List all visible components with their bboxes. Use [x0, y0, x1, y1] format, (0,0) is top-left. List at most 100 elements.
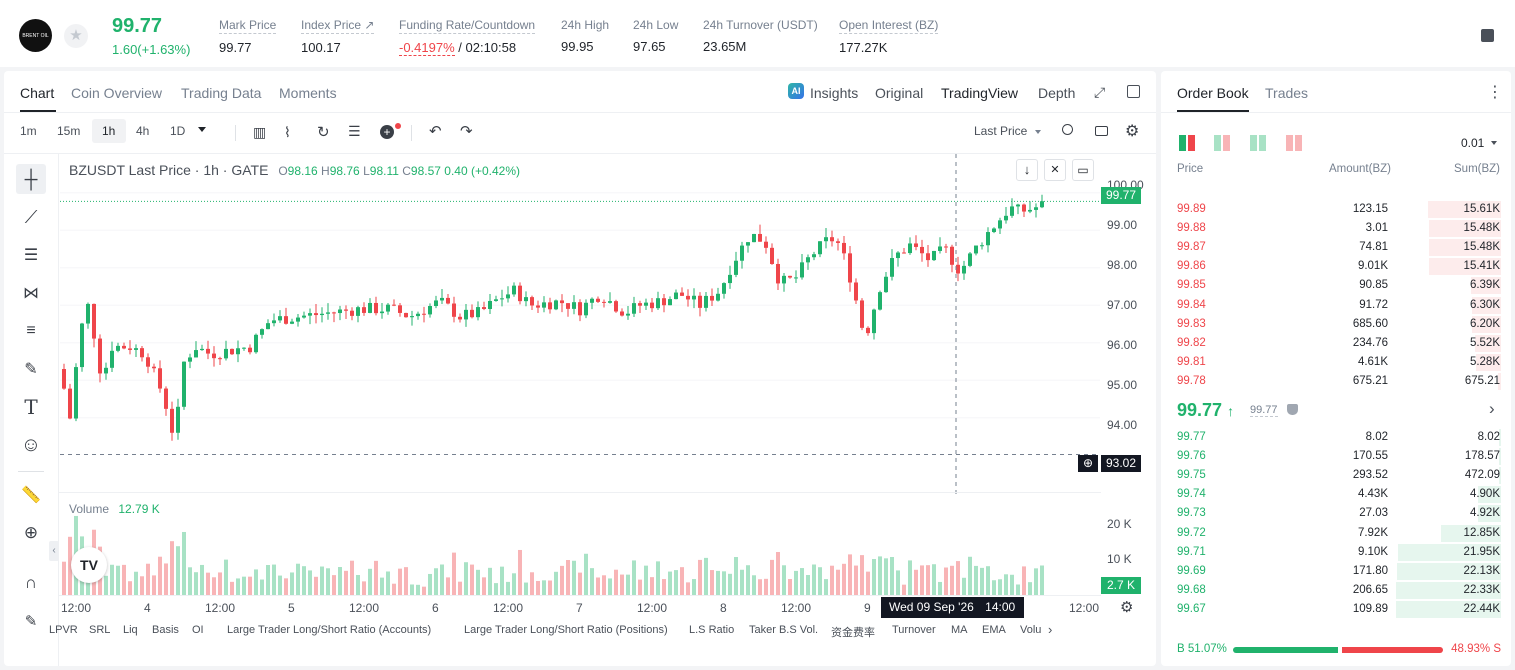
pattern-icon[interactable]: ⋈ [23, 285, 39, 302]
collapse-toolbar-icon[interactable]: ‹ [49, 541, 59, 561]
precision-select[interactable]: 0.01 [1461, 136, 1485, 150]
bid-row[interactable]: 99.68 206.65 22.33K [1161, 581, 1511, 600]
view-asks-icon[interactable] [1286, 135, 1302, 151]
brush-icon[interactable]: ✎ [24, 361, 38, 378]
tab-chart[interactable]: Chart [20, 85, 55, 101]
interval-4h[interactable]: 4h [136, 124, 150, 138]
add-alert-icon[interactable]: ⊕ [1078, 455, 1098, 472]
interval-1m[interactable]: 1m [20, 124, 37, 138]
emoji-icon[interactable]: ☺ [20, 433, 42, 456]
tab-trading-data[interactable]: Trading Data [181, 85, 262, 101]
zoom-in-icon[interactable]: ⊕ [23, 523, 39, 542]
indicator-large-trader-accounts[interactable]: Large Trader Long/Short Ratio (Accounts) [227, 624, 432, 636]
chevron-down-icon[interactable] [1035, 130, 1041, 134]
stat-index-price[interactable]: Index Price ↗ 100.17 [301, 18, 375, 55]
price-type-select[interactable]: Last Price [974, 124, 1028, 138]
candlestick-chart[interactable] [60, 154, 1100, 494]
ask-row[interactable]: 99.82 234.76 5.52K [1161, 334, 1511, 353]
crosshair-icon[interactable]: ┼ [16, 164, 46, 194]
chevron-down-icon[interactable] [198, 127, 206, 132]
tradingview-logo[interactable]: TV [71, 547, 107, 583]
ask-row[interactable]: 99.83 685.60 6.20K [1161, 315, 1511, 334]
indicator-oi[interactable]: OI [192, 624, 204, 636]
indicator-funding-rate[interactable]: 资金费率 [831, 627, 875, 639]
depth-bar [1498, 467, 1501, 485]
window-icon[interactable] [1127, 85, 1140, 98]
chevron-down-icon[interactable] [1491, 141, 1497, 145]
ask-row[interactable]: 99.78 675.21 675.21 [1161, 372, 1511, 391]
compare-icon[interactable]: ↻ [317, 124, 330, 141]
templates-icon[interactable]: ☰ [348, 123, 361, 139]
bid-row[interactable]: 99.67 109.89 22.44K [1161, 600, 1511, 619]
maximize-pane-icon[interactable]: ▭ [1072, 159, 1094, 181]
candle-type-icon[interactable]: ▥ [253, 124, 267, 140]
indicator-srl[interactable]: SRL [89, 624, 111, 636]
ask-row[interactable]: 99.86 9.01K 15.41K [1161, 257, 1511, 276]
indicator-lpvr[interactable]: LPVR [49, 624, 78, 636]
ask-row[interactable]: 99.85 90.85 6.39K [1161, 276, 1511, 295]
indicator-ls-ratio[interactable]: L.S Ratio [689, 624, 735, 636]
mid-price[interactable]: 99.77 ↑ [1177, 400, 1234, 421]
pencil-lock-icon[interactable]: ✎ [24, 613, 38, 630]
add-indicator-icon[interactable]: + [380, 125, 394, 139]
magnet-icon[interactable]: ∩ [24, 573, 38, 592]
bid-row[interactable]: 99.69 171.80 22.13K [1161, 562, 1511, 581]
ask-row[interactable]: 99.81 4.61K 5.28K [1161, 353, 1511, 372]
tab-order-book[interactable]: Order Book [1177, 85, 1249, 101]
ask-row[interactable]: 99.84 91.72 6.30K [1161, 296, 1511, 315]
camera-icon[interactable] [1095, 126, 1108, 136]
interval-1h[interactable]: 1h [102, 124, 116, 138]
interval-1d[interactable]: 1D [170, 124, 186, 138]
fib-icon[interactable]: ≡ [26, 322, 36, 339]
scroll-down-icon[interactable]: ↓ [1016, 159, 1038, 181]
view-bids-icon[interactable] [1250, 135, 1266, 151]
indicator-ma[interactable]: MA [951, 624, 968, 636]
chevron-right-icon[interactable]: › [1489, 399, 1495, 418]
indicator-volume[interactable]: Volu [1020, 624, 1042, 636]
favorite-star-icon[interactable]: ★ [64, 24, 88, 48]
chevron-right-icon[interactable]: › [1048, 622, 1053, 637]
volume-bar [158, 556, 162, 596]
more-options-icon[interactable]: ⋮ [1487, 84, 1503, 101]
text-tool-icon[interactable]: T [24, 395, 38, 419]
view-both-icon[interactable] [1179, 135, 1195, 151]
redo-icon[interactable]: ↷ [460, 123, 473, 140]
search-icon[interactable] [1062, 124, 1073, 135]
bid-row[interactable]: 99.76 170.55 178.57 [1161, 447, 1511, 466]
settings-gear-icon[interactable]: ⚙ [1125, 123, 1140, 140]
bid-row[interactable]: 99.73 27.03 4.92K [1161, 504, 1511, 523]
bid-row[interactable]: 99.75 293.52 472.09 [1161, 466, 1511, 485]
chart-settings-icon[interactable]: ⚙ [1120, 599, 1134, 616]
ask-row[interactable]: 99.89 123.15 15.61K [1161, 200, 1511, 219]
tab-original[interactable]: Original [875, 85, 924, 101]
ask-row[interactable]: 99.87 74.81 15.48K [1161, 238, 1511, 257]
bid-row[interactable]: 99.71 9.10K 21.95K [1161, 543, 1511, 562]
notebook-icon[interactable] [1481, 29, 1494, 42]
collapse-pane-icon[interactable]: ✕ [1044, 159, 1066, 181]
indicator-taker-vol[interactable]: Taker B.S Vol. [749, 624, 819, 636]
indicator-large-trader-positions[interactable]: Large Trader Long/Short Ratio (Positions… [464, 624, 668, 636]
tab-depth[interactable]: Depth [1038, 85, 1076, 101]
indicators-icon[interactable]: ⌇ [284, 124, 291, 140]
view-both-alt-icon[interactable] [1214, 135, 1230, 151]
indicator-basis[interactable]: Basis [152, 624, 179, 636]
horizontal-lines-icon[interactable]: ☰ [23, 247, 39, 264]
indicator-ema[interactable]: EMA [982, 624, 1006, 636]
expand-icon[interactable]: ⤢ [1094, 84, 1106, 100]
undo-icon[interactable]: ↶ [429, 123, 442, 140]
tab-moments[interactable]: Moments [279, 85, 337, 101]
tab-insights[interactable]: Insights [810, 85, 859, 101]
ruler-icon[interactable]: 📏 [21, 487, 41, 504]
bid-row[interactable]: 99.74 4.43K 4.90K [1161, 485, 1511, 504]
tab-coin-overview[interactable]: Coin Overview [71, 85, 163, 101]
x-tick: 7 [576, 601, 583, 615]
trend-line-icon[interactable]: ⟋ [24, 206, 38, 227]
interval-15m[interactable]: 15m [57, 124, 81, 138]
indicator-turnover[interactable]: Turnover [892, 624, 936, 636]
bid-row[interactable]: 99.72 7.92K 12.85K [1161, 524, 1511, 543]
tab-trades[interactable]: Trades [1265, 85, 1309, 101]
tab-tradingview[interactable]: TradingView [941, 85, 1019, 101]
bid-row[interactable]: 99.77 8.02 8.02 [1161, 428, 1511, 447]
indicator-liq[interactable]: Liq [123, 624, 138, 636]
ask-row[interactable]: 99.88 3.01 15.48K [1161, 219, 1511, 238]
